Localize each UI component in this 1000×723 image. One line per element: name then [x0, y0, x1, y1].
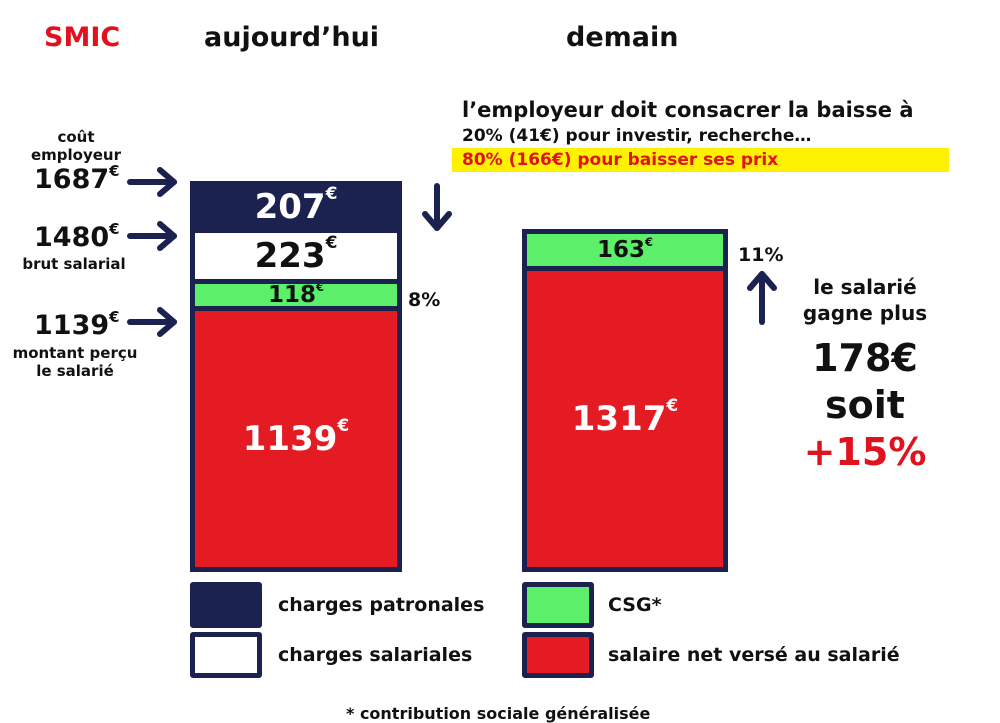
gross-value: 1480€: [34, 220, 120, 253]
pct-tomorrow: 11%: [738, 244, 784, 266]
arrow-right-icon: [127, 307, 177, 337]
net-caption: montant perçu le salarié: [12, 344, 138, 380]
arrow-right-icon: [127, 167, 177, 197]
gross-caption: brut salarial: [22, 255, 126, 273]
smic-title: SMIC: [44, 22, 121, 53]
pct-today: 8%: [408, 289, 441, 311]
employer-cost-caption: coût employeur: [30, 128, 121, 164]
employer-note-line2: 20% (41€) pour investir, recherche…: [462, 126, 812, 146]
gain-soit: soit: [825, 383, 905, 427]
gain-pct: +15%: [803, 430, 927, 474]
bar-segment-salaire-net-today: 1139€: [190, 306, 402, 572]
bar-segment-charges-patronales-today: 207€: [190, 181, 402, 233]
footnote: * contribution sociale généralisée: [346, 704, 651, 723]
bar-value-label: 1139€: [242, 416, 350, 459]
arrow-right-icon: [127, 221, 177, 251]
legend-label-charges-salariales: charges salariales: [278, 644, 473, 666]
tomorrow-header: demain: [566, 22, 679, 53]
bar-value-label: 207€: [254, 184, 338, 227]
bar-segment-salaire-net-tomorrow: 1317€: [522, 266, 728, 572]
legend-label-charges-patronales: charges patronales: [278, 594, 485, 616]
legend-swatch-charges-patronales: [190, 582, 262, 628]
net-value: 1139€: [34, 308, 120, 341]
legend-label-salaire-net: salaire net versé au salarié: [608, 644, 900, 666]
legend-swatch-salaire-net: [522, 632, 594, 678]
employer-note-line1: l’employeur doit consacrer la baisse à: [462, 98, 914, 122]
gain-amount: 178€: [812, 336, 918, 380]
bar-value-label: 1317€: [571, 396, 679, 439]
bar-value-label: 223€: [254, 233, 338, 276]
legend-swatch-csg: [522, 582, 594, 628]
legend-swatch-charges-salariales: [190, 632, 262, 678]
legend-label-csg: CSG*: [608, 594, 662, 616]
bar-value-label: 163€: [596, 235, 654, 263]
bar-value-label: 118€: [267, 280, 325, 308]
bar-segment-csg-tomorrow: 163€: [522, 229, 728, 271]
arrow-up-icon: [747, 271, 777, 325]
bar-segment-charges-salariales-today: 223€: [190, 228, 402, 284]
employer-note-line3: 80% (166€) pour baisser ses prix: [462, 150, 779, 170]
highlight-band: [452, 148, 949, 172]
gain-caption: le salarié gagne plus: [802, 275, 928, 325]
today-header: aujourd’hui: [204, 22, 380, 53]
employer-cost-value: 1687€: [34, 162, 120, 195]
arrow-down-icon: [422, 183, 452, 231]
